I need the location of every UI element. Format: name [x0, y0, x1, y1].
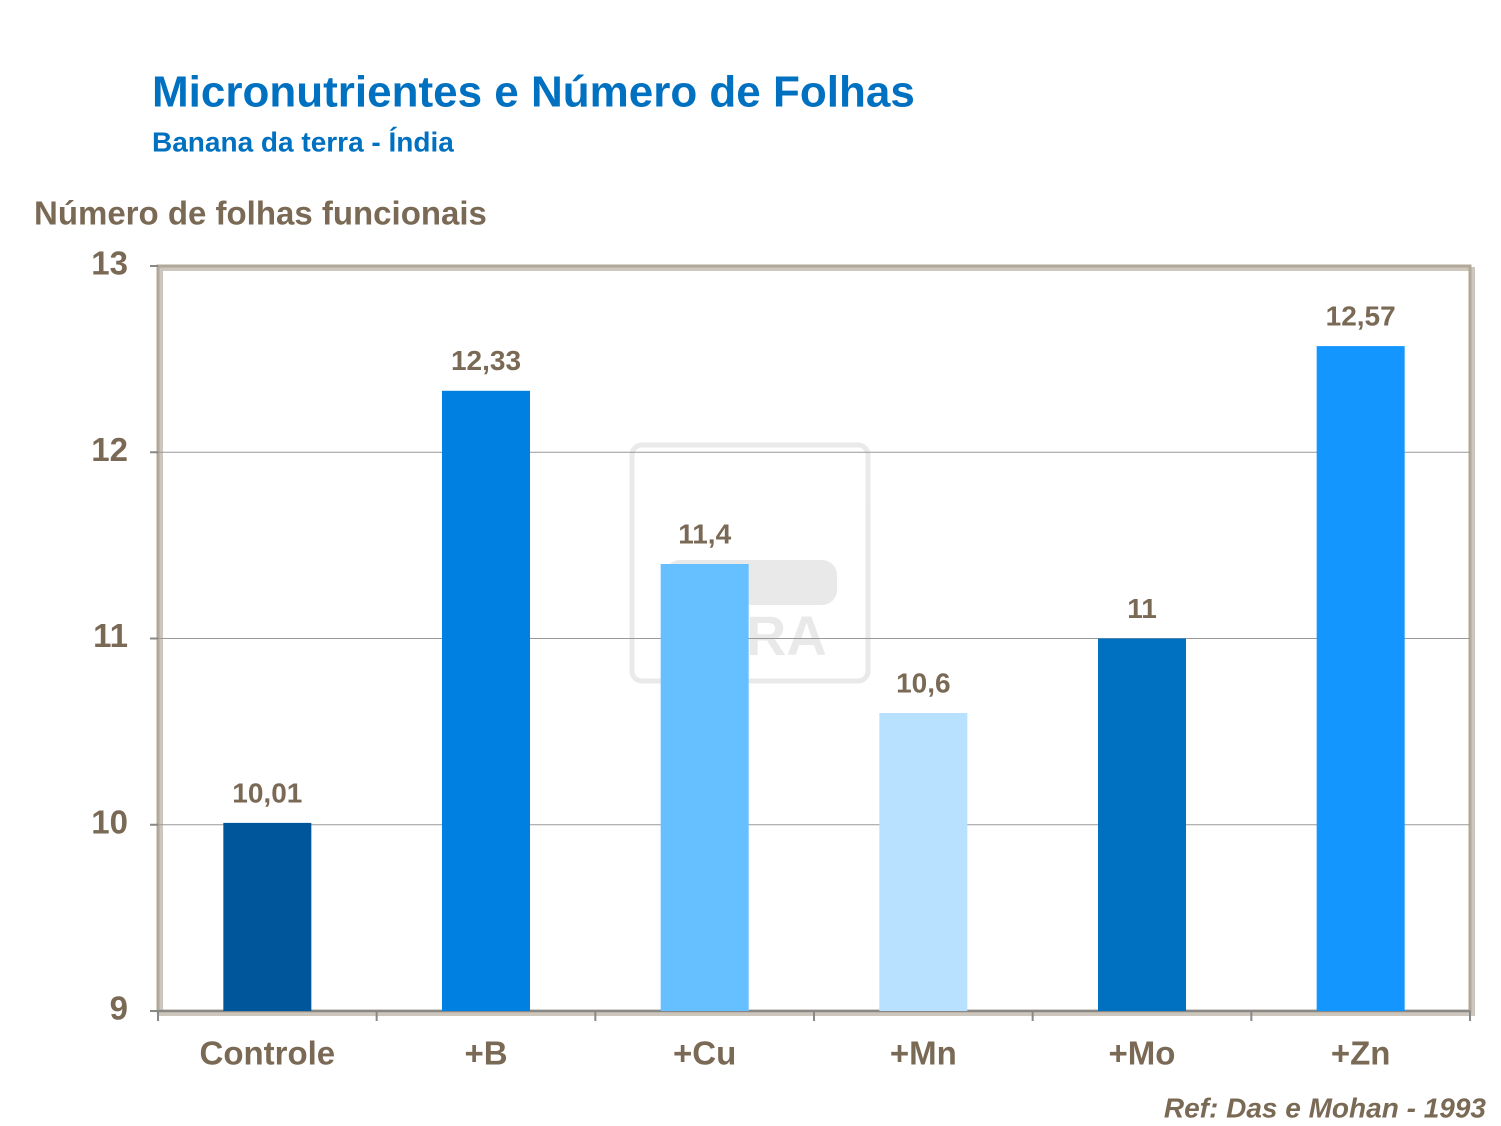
- bar: [660, 564, 749, 1011]
- y-tick-label: 10: [91, 803, 128, 840]
- value-label: 11,4: [678, 518, 731, 549]
- x-tick-label: +Mn: [890, 1035, 957, 1072]
- value-label: 12,33: [451, 345, 521, 376]
- chart-subtitle: Banana da terra - Índia: [152, 126, 454, 157]
- bar: [879, 713, 968, 1011]
- y-tick-label: 11: [93, 617, 128, 654]
- bar: [442, 390, 530, 1012]
- x-tick-label: +Zn: [1331, 1035, 1391, 1072]
- y-tick-label: 9: [110, 990, 128, 1027]
- x-tick-label: +Cu: [673, 1035, 736, 1072]
- value-label: 11: [1127, 593, 1157, 624]
- plot-shadow: [159, 267, 1475, 1016]
- y-tick-label: 12: [91, 431, 128, 468]
- chart-title: Micronutrientes e Número de Folhas: [152, 68, 915, 117]
- watermark-frame: [629, 442, 871, 684]
- bar: [223, 822, 312, 1011]
- reference-note: Ref: Das e Mohan - 1993: [1164, 1092, 1487, 1123]
- value-label: 12,57: [1326, 300, 1396, 331]
- x-tick-label: +Mo: [1109, 1035, 1176, 1072]
- x-tick-label: Controle: [199, 1035, 335, 1072]
- value-label: 10,6: [896, 667, 951, 698]
- y-axis-label: Número de folhas funcionais: [34, 195, 487, 232]
- bar: [1316, 346, 1405, 1011]
- value-label: 10,01: [232, 777, 302, 808]
- y-tick-label: 13: [91, 245, 128, 282]
- x-tick-label: +B: [464, 1035, 507, 1072]
- bar: [1098, 638, 1186, 1011]
